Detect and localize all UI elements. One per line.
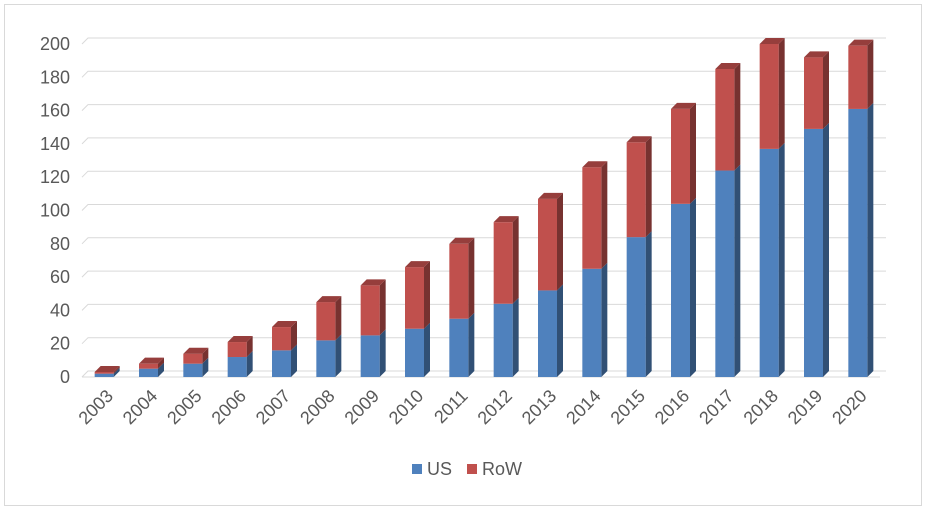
y-tick-label: 100 <box>40 201 70 221</box>
y-tick-label: 200 <box>40 34 70 54</box>
bar-RoW-2005 <box>183 347 209 364</box>
x-tick-label: 2004 <box>119 386 161 428</box>
y-tick-label: 60 <box>50 267 70 287</box>
bar-US-2014 <box>582 262 608 377</box>
x-tick-label: 2018 <box>740 386 782 428</box>
y-tick-label: 40 <box>50 300 70 320</box>
x-axis: 2003 2004 2005 2006 2007 2008 2009 2010 2011 2012… <box>75 386 871 428</box>
bar-RoW-2018 <box>759 38 785 149</box>
x-tick-label: 2014 <box>562 386 604 428</box>
bar-US-2016 <box>671 197 696 377</box>
legend-swatch-RoW <box>467 464 477 474</box>
bar-RoW-2003 <box>94 366 120 374</box>
x-tick-label: 2011 <box>430 386 472 428</box>
y-tick-label: 140 <box>40 134 70 154</box>
gridlines <box>81 37 886 378</box>
bar-US-2004 <box>139 362 164 377</box>
x-tick-label: 2005 <box>163 386 205 428</box>
x-tick-label: 2009 <box>341 386 383 428</box>
gridline-120 <box>81 170 886 178</box>
bar-US-2012 <box>493 297 519 377</box>
bar-RoW-2009 <box>360 279 386 336</box>
bar-RoW-2020 <box>848 39 874 109</box>
x-tick-label: 2006 <box>208 386 250 428</box>
legend-label-US: US <box>427 459 452 479</box>
y-tick-label: 20 <box>50 334 70 354</box>
x-tick-label: 2003 <box>75 386 117 428</box>
bar-RoW-2014 <box>582 161 608 269</box>
gridline-0 <box>81 370 886 378</box>
bar-RoW-2010 <box>405 261 430 329</box>
x-tick-label: 2016 <box>651 386 693 428</box>
bar-US-2009 <box>360 329 386 377</box>
x-tick-label: 2017 <box>695 386 737 428</box>
bar-RoW-2012 <box>493 216 519 304</box>
x-tick-label: 2015 <box>607 386 649 428</box>
y-tick-label: 0 <box>60 367 70 387</box>
gridline-40 <box>81 303 886 311</box>
gridline-100 <box>81 204 886 211</box>
bar-RoW-2019 <box>804 51 829 129</box>
bar-US-2007 <box>272 344 297 377</box>
y-tick-label: 120 <box>40 167 70 187</box>
bar-US-2013 <box>538 284 563 377</box>
bar-RoW-2015 <box>626 136 652 238</box>
y-tick-label: 80 <box>50 234 70 254</box>
bar-US-2020 <box>848 102 874 377</box>
legend-label-RoW: RoW <box>482 459 522 479</box>
y-axis: 0 20 40 60 80 100 120 140 160 180 200 <box>40 34 70 387</box>
x-tick-label: 2020 <box>828 386 870 428</box>
x-tick-label: 2008 <box>296 386 338 428</box>
gridline-20 <box>81 337 886 345</box>
bars <box>94 38 874 377</box>
bar-RoW-2017 <box>715 62 741 171</box>
bar-US-2005 <box>183 357 209 377</box>
legend-swatch-US <box>412 464 422 474</box>
bar-RoW-2013 <box>538 192 563 291</box>
bar-RoW-2006 <box>227 336 253 358</box>
bar-RoW-2008 <box>316 296 342 341</box>
gridline-160 <box>81 104 886 111</box>
bar-US-2006 <box>227 351 253 377</box>
gridline-60 <box>81 270 886 278</box>
bar-US-2010 <box>405 322 430 377</box>
x-tick-label: 2007 <box>252 386 294 428</box>
gridline-80 <box>81 237 886 245</box>
bar-US-2011 <box>449 312 475 377</box>
x-tick-label: 2012 <box>474 386 516 428</box>
legend: US RoW <box>412 459 522 479</box>
bar-RoW-2004 <box>139 357 164 369</box>
x-tick-label: 2010 <box>385 386 427 428</box>
bar-US-2008 <box>316 334 342 377</box>
y-tick-label: 180 <box>40 67 70 87</box>
bar-RoW-2011 <box>449 237 475 319</box>
x-tick-label: 2013 <box>518 386 560 428</box>
x-tick-label: 2019 <box>784 386 826 428</box>
gridline-140 <box>81 137 886 145</box>
gridline-180 <box>81 70 886 78</box>
y-tick-label: 160 <box>40 101 70 121</box>
bar-US-2019 <box>804 122 829 377</box>
bar-RoW-2016 <box>671 102 696 204</box>
bar-US-2003 <box>94 367 120 377</box>
bar-US-2015 <box>626 231 652 377</box>
bar-US-2018 <box>759 142 785 377</box>
bar-US-2017 <box>715 164 741 377</box>
gridline-200 <box>81 37 886 45</box>
bar-RoW-2007 <box>272 321 297 351</box>
